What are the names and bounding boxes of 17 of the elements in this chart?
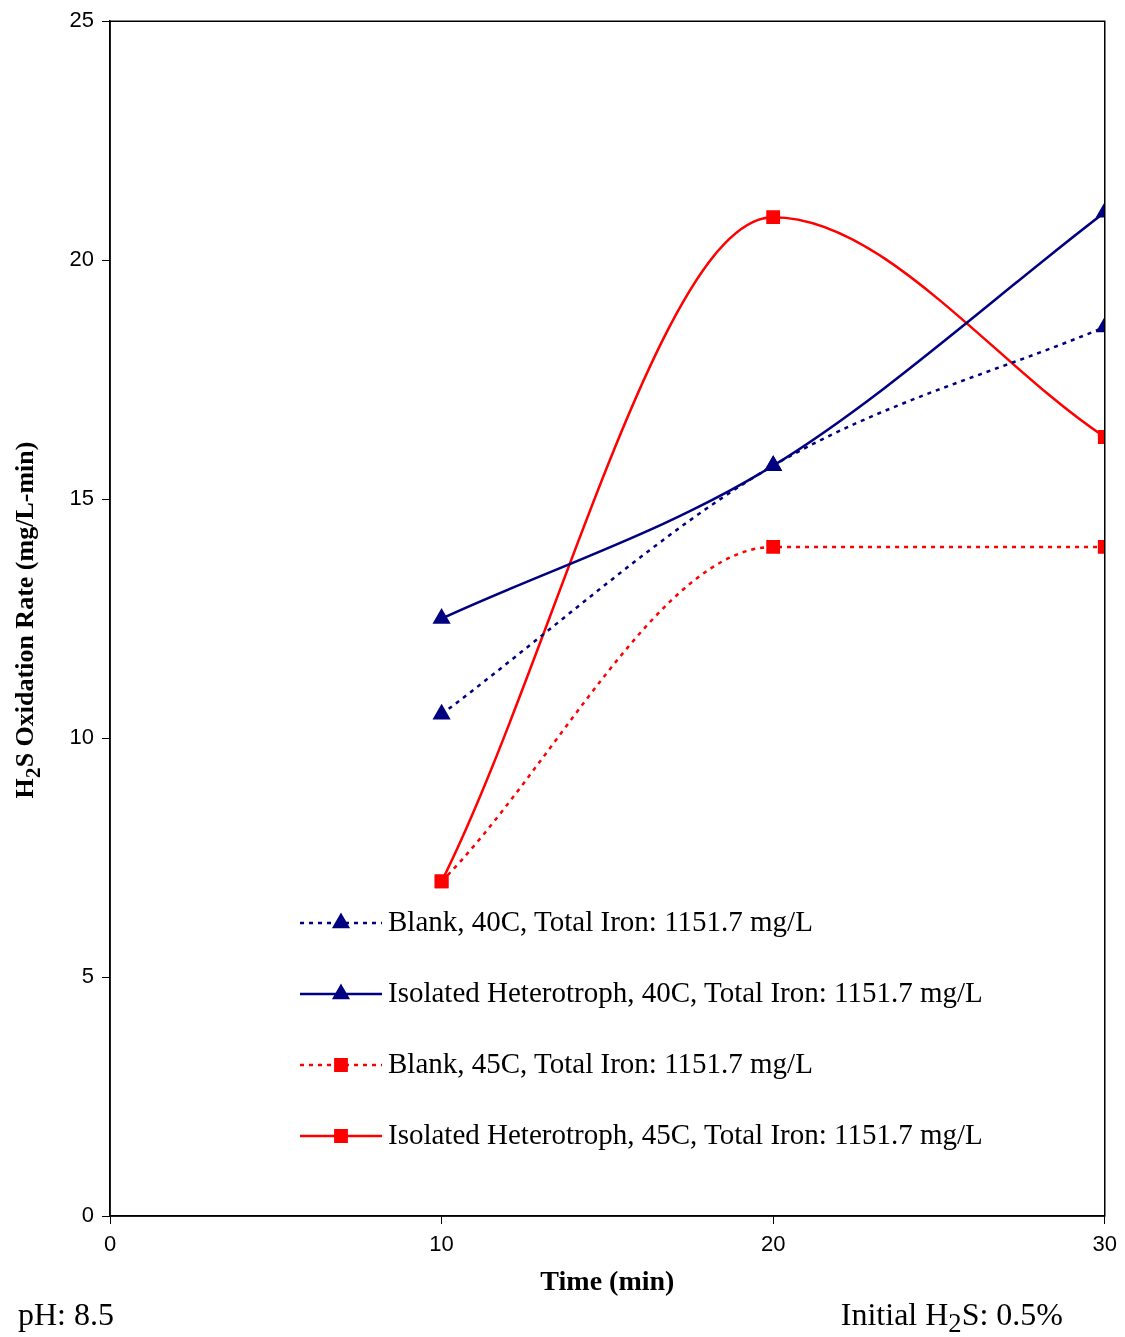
x-axis-title: Time (min) (540, 1265, 675, 1297)
y-tick-label: 25 (69, 7, 94, 33)
legend-label: Isolated Heterotroph, 40C, Total Iron: 1151.7 mg/L (388, 975, 983, 1008)
legend-label: Blank, 40C, Total Iron: 1151.7 mg/L (388, 904, 813, 937)
legend-label: Blank, 45C, Total Iron: 1151.7 mg/L (388, 1046, 813, 1079)
y-tick-label: 10 (69, 724, 94, 750)
x-tick-label: 30 (1092, 1231, 1118, 1257)
y-tick-label: 20 (69, 246, 94, 272)
y-tick-label: 0 (81, 1202, 94, 1228)
x-tick-label: 10 (429, 1231, 454, 1257)
text: Initial H$_{2}$S: 0.5% (840, 1296, 1063, 1337)
y-tick-label: 15 (69, 485, 94, 511)
text: pH: 8.5 (18, 1296, 114, 1333)
legend-label: Isolated Heterotroph, 45C, Total Iron: 1151.7 mg/L (388, 1117, 983, 1150)
y-tick-label: 5 (81, 963, 94, 989)
x-tick-label: 0 (103, 1231, 117, 1257)
x-tick-label: 20 (760, 1231, 786, 1257)
